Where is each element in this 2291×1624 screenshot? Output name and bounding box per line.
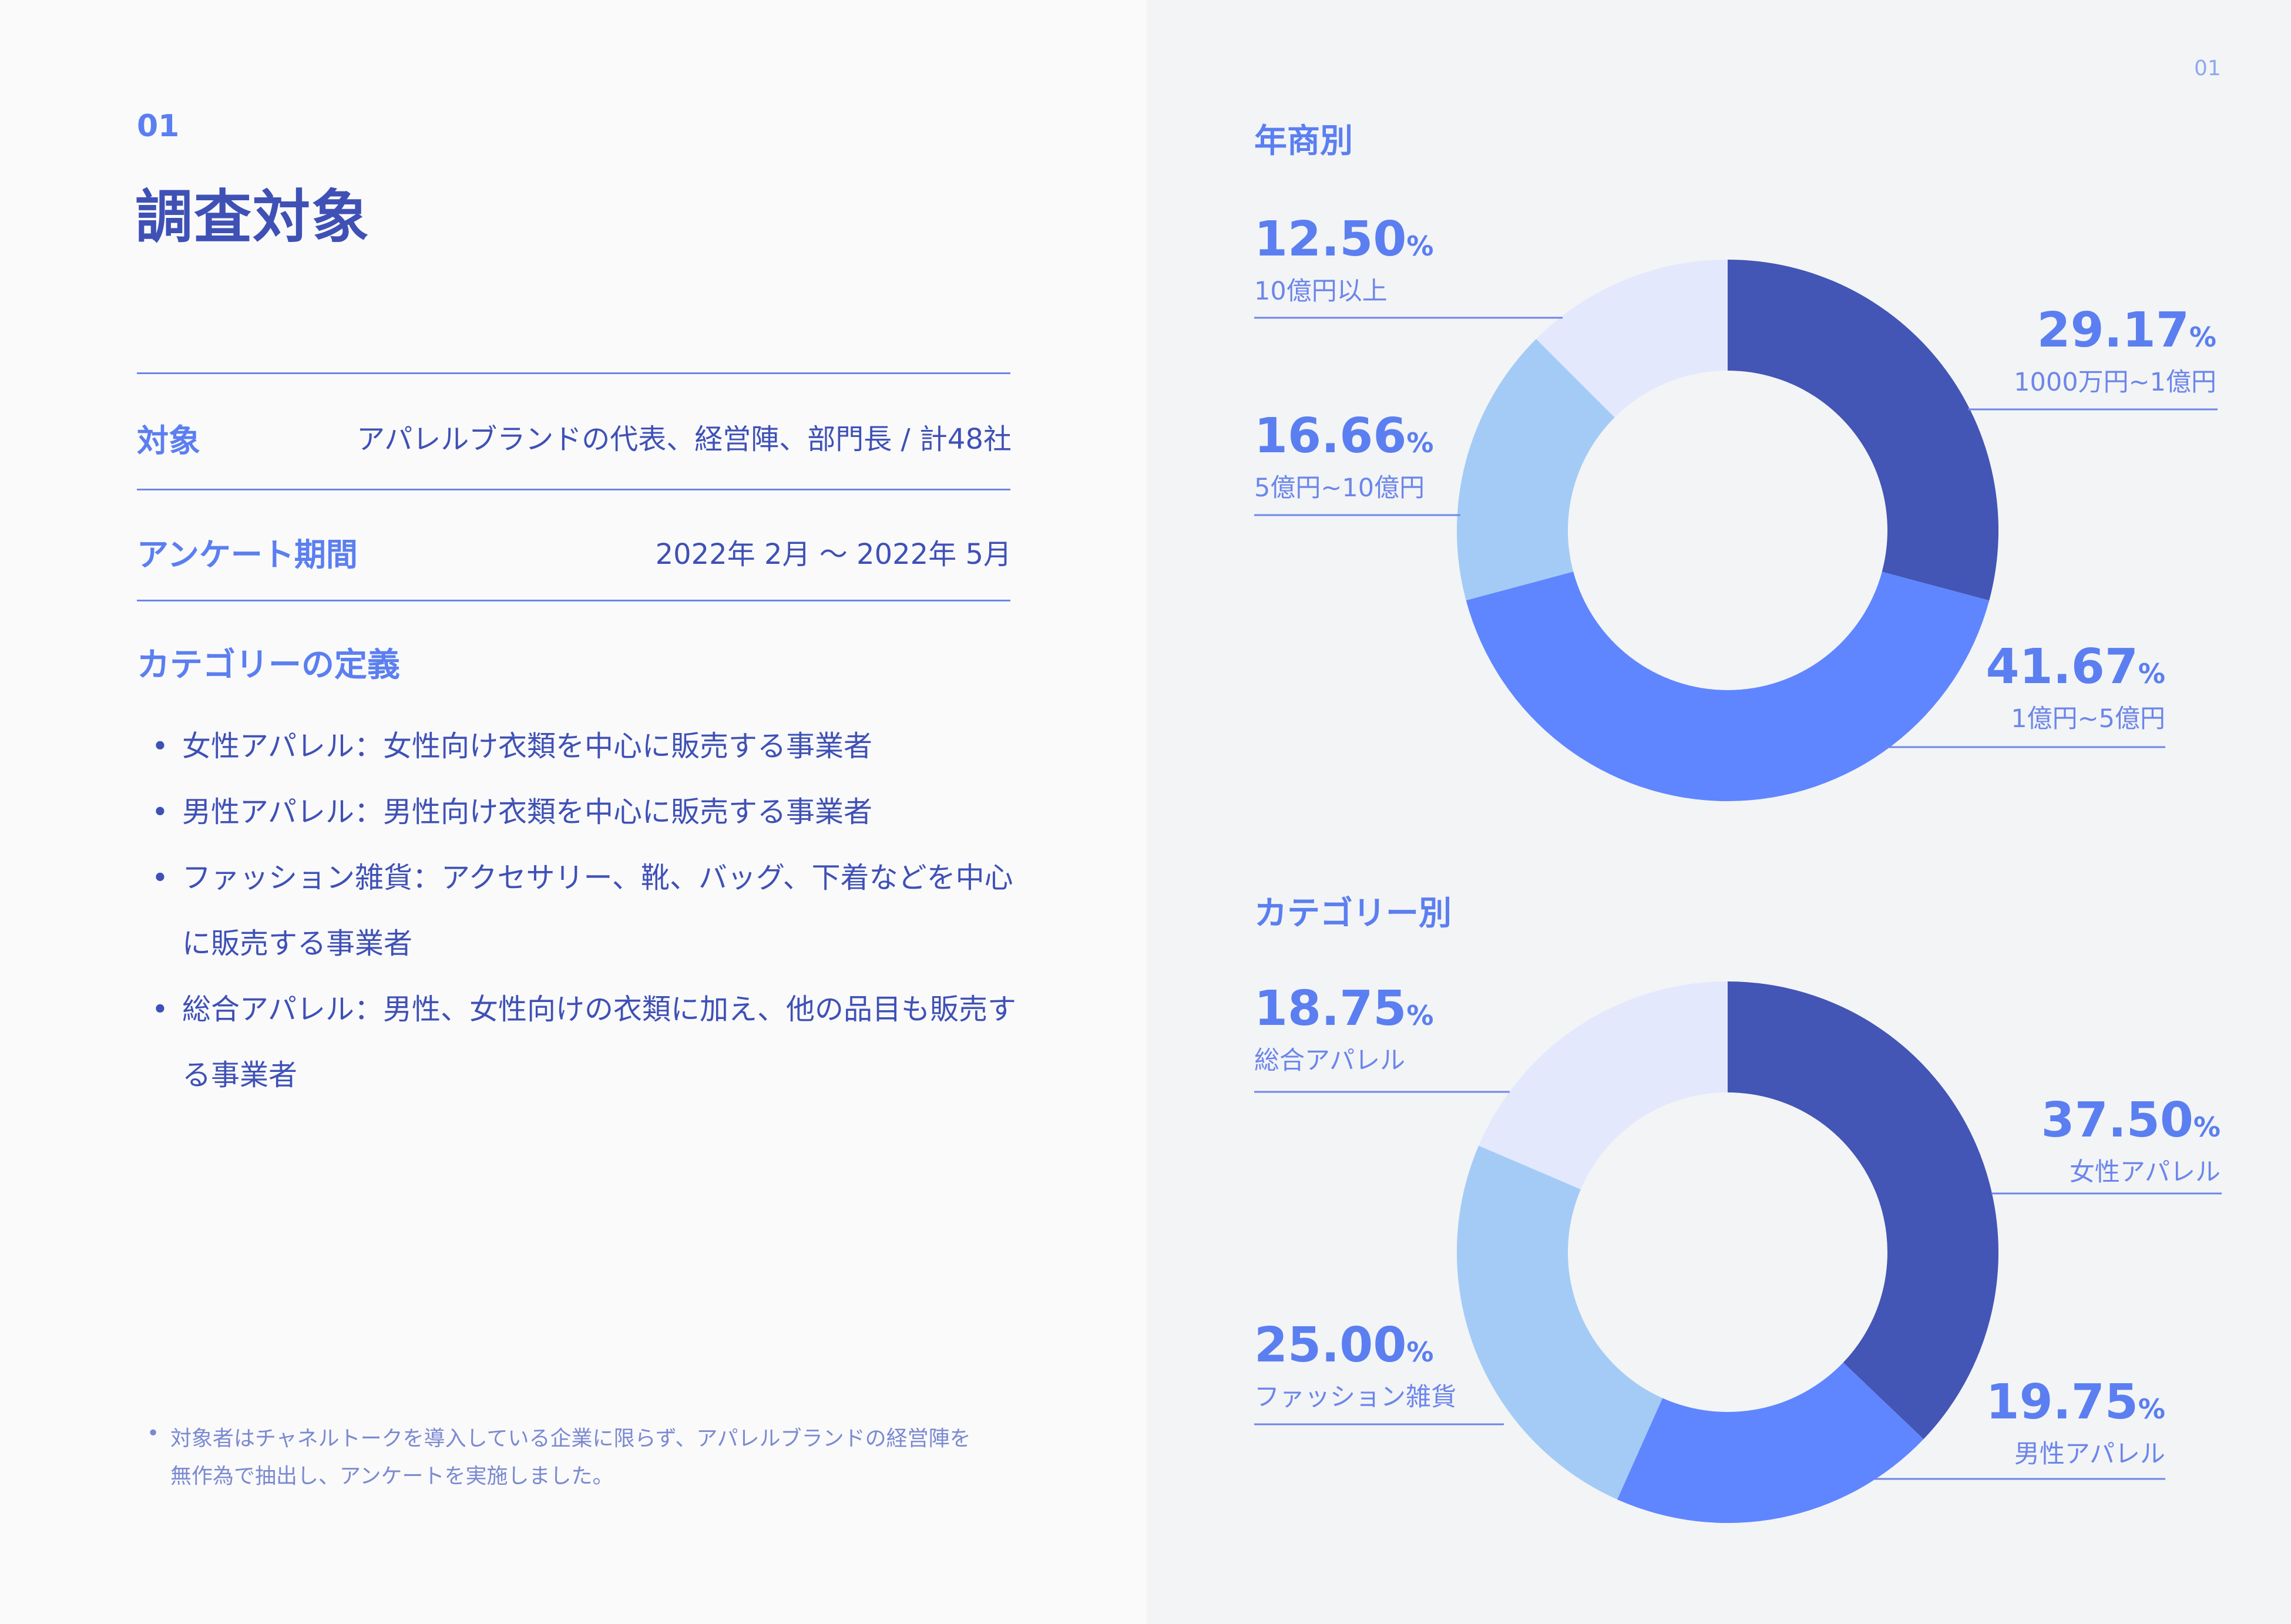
slice-category-label: 男性アパレル: [2014, 1440, 2165, 1469]
slice-category-label: 1億円~5億円: [2011, 704, 2165, 734]
definitions-list: • 女性アパレル：女性向け衣類を中心に販売する事業者 • 男性アパレル：男性向け衣類…: [147, 714, 1028, 1108]
slice-category-label: 女性アパレル: [2070, 1158, 2221, 1187]
period-value: 2022年 2月 〜 2022年 5月: [655, 538, 1012, 571]
donut-slice: [1457, 1145, 1663, 1499]
divider: [137, 600, 1010, 601]
slice-category-label: 10億円以上: [1254, 277, 1388, 306]
chart-title-revenue: 年商別: [1254, 122, 1353, 160]
list-item: • 女性アパレル：女性向け衣類を中心に販売する事業者: [147, 714, 1028, 779]
bullet-icon: •: [152, 795, 169, 829]
slice-value-label: 25.00%: [1254, 1317, 1433, 1373]
footnote: • 対象者はチャネルトークを導入している企業に限らず、アパレルブランドの経営陣を…: [147, 1420, 1028, 1495]
bullet-icon: •: [152, 861, 169, 895]
chart-title-category: カテゴリー別: [1254, 895, 1452, 933]
page-number: 01: [2194, 56, 2221, 80]
donut-slice: [1466, 571, 1990, 802]
period-label: アンケート期間: [137, 536, 358, 573]
definition-text: 総合アパレル：男性、女性向けの衣類に加え、他の品目も販売する事業者: [182, 993, 1017, 1092]
slice-value-label: 37.50%: [2041, 1092, 2221, 1148]
list-item: • 男性アパレル：男性向け衣類を中心に販売する事業者: [147, 779, 1028, 845]
list-item: • ファッション雑貨：アクセサリー、靴、バッグ、下着などを中心に販売する事業者: [147, 845, 1034, 977]
donut-slice: [1728, 260, 1998, 601]
divider: [137, 489, 1010, 490]
bullet-icon: •: [152, 993, 169, 1026]
donut-slice: [1617, 1362, 1924, 1523]
slice-value-label: 41.67%: [1986, 639, 2165, 695]
bullet-icon: •: [152, 729, 169, 763]
slice-category-label: 総合アパレル: [1254, 1046, 1405, 1075]
bullet-icon: •: [147, 1421, 160, 1445]
donut-slice: [1536, 259, 1728, 418]
slice-value-label: 18.75%: [1254, 981, 1433, 1037]
target-value: アパレルブランドの代表、経営陣、部門長 / 計48社: [357, 423, 1012, 456]
slice-value-label: 19.75%: [1986, 1374, 2165, 1430]
definition-text: 女性アパレル：女性向け衣類を中心に販売する事業者: [182, 729, 873, 763]
definition-text: ファッション雑貨：アクセサリー、靴、バッグ、下着などを中心に販売する事業者: [182, 861, 1013, 960]
slice-value-label: 12.50%: [1254, 211, 1433, 267]
donut-slice: [1728, 981, 1998, 1440]
slice-category-label: 5億円~10億円: [1254, 473, 1425, 503]
donut-slice: [1456, 339, 1615, 601]
section-number: 01: [137, 109, 180, 144]
slice-category-label: 1000万円~1億円: [2014, 368, 2216, 397]
slice-value-label: 29.17%: [2037, 302, 2216, 358]
list-item: • 総合アパレル：男性、女性向けの衣類に加え、他の品目も販売する事業者: [147, 977, 1034, 1108]
definitions-heading: カテゴリーの定義: [137, 646, 400, 684]
target-label: 対象: [137, 422, 200, 459]
slice-category-label: ファッション雑貨: [1254, 1383, 1456, 1412]
footnote-text: 対象者はチャネルトークを導入している企業に限らず、アパレルブランドの経営陣を無作…: [170, 1427, 971, 1488]
divider: [137, 372, 1010, 374]
definition-text: 男性アパレル：男性向け衣類を中心に販売する事業者: [182, 795, 873, 829]
page-title: 調査対象: [135, 184, 371, 251]
slice-value-label: 16.66%: [1254, 408, 1433, 464]
donut-slice: [1479, 981, 1728, 1189]
